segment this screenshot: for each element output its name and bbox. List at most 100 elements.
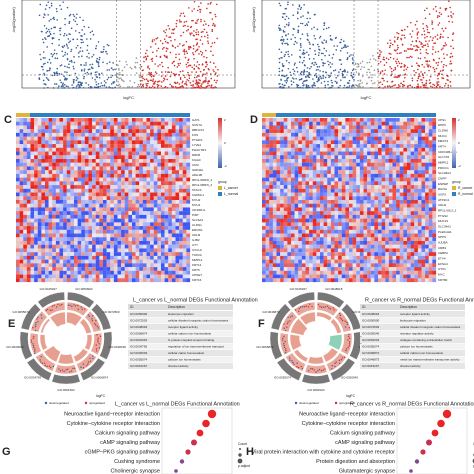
heat-cell — [16, 181, 20, 186]
heat-cell — [330, 118, 335, 122]
heat-cell — [161, 129, 165, 134]
volcano-point — [379, 60, 382, 63]
heat-cell — [265, 162, 270, 167]
heat-cell — [370, 188, 375, 193]
volcano-point — [416, 37, 419, 39]
volcano-point — [354, 86, 356, 89]
heat-cell — [23, 140, 27, 145]
heat-cell — [146, 170, 151, 175]
volcano-point — [403, 76, 406, 79]
volcano-point — [281, 69, 284, 72]
heat-cell — [103, 278, 107, 283]
heat-cell — [272, 196, 277, 201]
heat-cell — [396, 144, 400, 148]
heat-cell — [117, 214, 122, 219]
heat-cell — [106, 211, 111, 216]
heat-cell — [269, 121, 273, 126]
heat-cell — [139, 270, 143, 275]
heat-cell — [52, 278, 56, 283]
volcano-point — [288, 23, 290, 26]
heat-cell — [19, 248, 24, 253]
volcano-point — [444, 82, 447, 85]
volcano-point — [370, 79, 373, 82]
heat-cell — [283, 121, 288, 126]
heat-cell — [19, 218, 24, 223]
heat-cell — [294, 132, 299, 137]
heat-cell — [320, 129, 324, 134]
heat-cell — [164, 259, 169, 264]
volcano-point — [145, 58, 148, 61]
heat-cell — [92, 259, 96, 264]
heat-cell — [110, 278, 114, 283]
heat-cell — [341, 162, 346, 167]
heat-cell — [84, 166, 89, 171]
heat-cell — [34, 259, 38, 264]
heat-cell — [128, 200, 133, 204]
heat-cell — [425, 132, 429, 137]
volcano-point — [79, 81, 82, 84]
heat-cell — [132, 185, 136, 189]
volcano-point — [449, 81, 452, 83]
volcano-point — [76, 44, 79, 47]
heat-cell — [66, 263, 71, 268]
volcano-point — [389, 56, 392, 59]
volcano-point — [403, 84, 406, 87]
heat-cell — [48, 274, 53, 279]
volcano-point — [315, 69, 318, 71]
heat-cell — [407, 166, 411, 171]
heat-cell — [367, 162, 371, 167]
heat-cell — [345, 185, 350, 189]
heat-cell — [175, 255, 180, 260]
heat-cell — [287, 200, 292, 204]
volcano-point — [202, 86, 204, 89]
volcano-point — [428, 82, 431, 85]
volcano-point — [72, 81, 75, 84]
heat-cell — [432, 170, 437, 175]
volcano-point — [433, 59, 435, 62]
heat-cell — [399, 129, 404, 134]
volcano-point — [46, 78, 49, 80]
heat-cell — [168, 118, 172, 122]
heat-cell — [34, 278, 38, 283]
volcano-point — [278, 67, 281, 70]
volcano-point — [174, 46, 177, 49]
volcano-point — [130, 67, 133, 70]
heat-cell — [92, 132, 96, 137]
heat-cell — [77, 211, 82, 216]
heat-cell — [161, 196, 165, 201]
heat-cell — [88, 248, 93, 253]
legend-swatch — [218, 186, 222, 190]
heat-cell — [182, 132, 187, 137]
heat-cell — [142, 211, 147, 216]
heat-cell — [153, 203, 158, 208]
heat-cell — [77, 162, 82, 167]
heat-cell — [309, 140, 313, 145]
heat-cell — [88, 222, 93, 227]
heat-cell — [157, 248, 162, 253]
volcano-point — [83, 75, 85, 78]
heat-cell — [407, 155, 411, 160]
heat-cell — [341, 173, 346, 178]
heat-cell — [113, 237, 118, 242]
volcano-point — [426, 7, 428, 10]
heat-cell — [175, 252, 180, 257]
volcano-point — [215, 72, 217, 74]
heat-cell — [16, 144, 20, 148]
heat-cell — [55, 278, 60, 283]
heat-cell — [52, 155, 56, 160]
heat-cell — [352, 192, 357, 197]
heat-cell — [55, 241, 60, 245]
heat-cell — [323, 170, 328, 175]
heat-cell — [84, 136, 89, 141]
volcano-point — [136, 85, 139, 88]
volcano-point — [342, 46, 345, 49]
volcano-point — [447, 0, 450, 3]
heat-cell — [48, 200, 53, 204]
volcano-point — [331, 39, 333, 41]
volcano-point — [85, 82, 87, 84]
volcano-point — [121, 74, 124, 77]
volcano-point — [177, 45, 179, 47]
heat-cell — [164, 147, 169, 152]
heat-cell — [407, 173, 411, 178]
volcano-point — [143, 60, 145, 63]
